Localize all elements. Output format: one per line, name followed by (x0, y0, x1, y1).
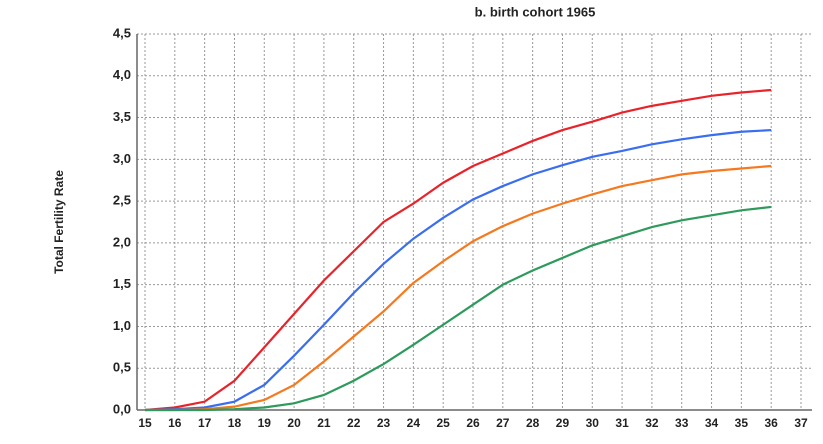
y-tick-label: 1,5 (113, 276, 131, 291)
x-tick-label: 23 (377, 416, 391, 430)
y-tick-label: 2,0 (113, 234, 131, 249)
x-tick-label: 27 (496, 416, 510, 430)
x-tick-label: 33 (675, 416, 689, 430)
x-tick-label: 20 (287, 416, 301, 430)
x-tick-label: 34 (705, 416, 719, 430)
series-line (145, 205, 772, 412)
series-line (144, 128, 772, 412)
x-tick-label: 24 (407, 416, 421, 430)
x-tick-label: 25 (437, 416, 451, 430)
x-tick-label: 26 (466, 416, 480, 430)
x-tick-label: 29 (556, 416, 570, 430)
x-tick-label: 31 (615, 416, 629, 430)
x-tick-label: 15 (138, 416, 152, 430)
x-tick-label: 21 (317, 416, 331, 430)
chart-title: b. birth cohort 1965 (475, 4, 596, 19)
y-tick-label: 3,5 (113, 109, 131, 124)
series-line (144, 88, 772, 412)
x-tick-label: 16 (168, 416, 182, 430)
y-tick-label: 1,0 (113, 318, 131, 333)
y-tick-label: 0,5 (113, 360, 131, 375)
x-tick-label: 37 (794, 416, 808, 430)
y-tick-label: 4,0 (113, 67, 131, 82)
x-tick-label: 32 (645, 416, 659, 430)
y-tick-label: 0,0 (113, 401, 131, 416)
x-tick-label: 35 (735, 416, 749, 430)
x-tick-label: 30 (586, 416, 600, 430)
x-tick-label: 18 (228, 416, 242, 430)
x-tick-label: 36 (765, 416, 779, 430)
y-tick-label: 3,0 (113, 151, 131, 166)
y-axis-label: Total Fertility Rate (52, 170, 66, 274)
x-tick-label: 22 (347, 416, 361, 430)
x-tick-label: 19 (258, 416, 272, 430)
series-line (145, 164, 772, 412)
y-tick-label: 4,5 (113, 25, 131, 40)
x-tick-label: 28 (526, 416, 540, 430)
y-tick-label: 2,5 (113, 193, 131, 208)
x-tick-label: 17 (198, 416, 212, 430)
